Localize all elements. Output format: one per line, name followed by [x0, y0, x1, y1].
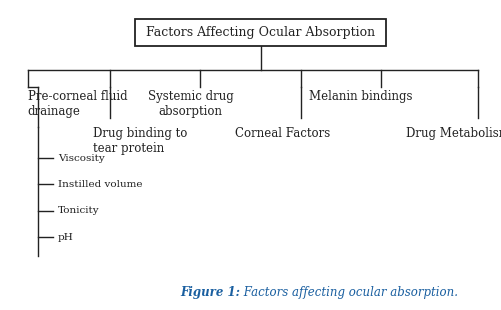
Text: Figure 1:: Figure 1: — [180, 286, 240, 299]
Text: Tonicity: Tonicity — [58, 206, 99, 215]
Text: Pre-corneal fluid
drainage: Pre-corneal fluid drainage — [28, 90, 127, 118]
Text: Viscosity: Viscosity — [58, 153, 104, 163]
Text: Factors affecting ocular absorption.: Factors affecting ocular absorption. — [240, 286, 458, 299]
Text: Drug Metabolism: Drug Metabolism — [406, 127, 501, 140]
Text: pH: pH — [58, 232, 73, 242]
Text: Instilled volume: Instilled volume — [58, 180, 142, 189]
Text: Systemic drug
absorption: Systemic drug absorption — [147, 90, 233, 118]
Text: Corneal Factors: Corneal Factors — [235, 127, 331, 140]
FancyBboxPatch shape — [135, 19, 386, 46]
Text: Factors Affecting Ocular Absorption: Factors Affecting Ocular Absorption — [146, 26, 375, 39]
Text: Drug binding to
tear protein: Drug binding to tear protein — [93, 127, 187, 155]
Text: Melanin bindings: Melanin bindings — [309, 90, 412, 103]
